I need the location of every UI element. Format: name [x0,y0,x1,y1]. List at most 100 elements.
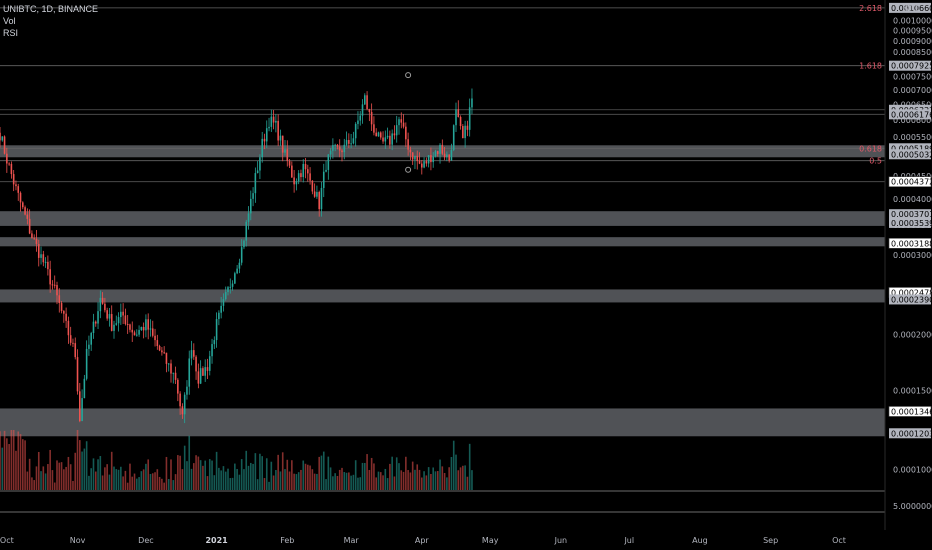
volume-bar [409,472,412,490]
candle-body [238,262,241,269]
candle-body [250,198,252,214]
candle-body [140,326,143,331]
symbol-title: UNIBTC, 1D, BINANCE [3,4,99,14]
volume-bar [44,473,47,490]
volume-bar [370,457,373,490]
candle-body [452,125,455,151]
volume-bar [457,470,460,490]
volume-bar [60,462,63,490]
volume-bar [377,471,380,490]
volume-bar [92,458,95,490]
volume-bar [85,441,88,490]
time-axis[interactable]: Oct Nov Dec 2021 Feb Mar Apr May Jun Jul Aug Sep Oct [0,536,846,545]
volume-bar [31,477,33,490]
volume-bar [389,463,391,490]
volume-bar [329,467,332,490]
candle-body [145,319,147,331]
price-tag-text: 0.00013463 [891,407,932,416]
volume-bar [234,463,236,490]
candle-body [31,233,33,239]
volume-bar [252,463,254,490]
volume-bar [74,452,77,490]
volume-bar [156,469,159,490]
candle-body [471,98,473,108]
support-zone [0,211,885,226]
volume-bar [411,461,414,490]
volume-bar [366,454,368,490]
candle-body [236,268,238,274]
candle-body [69,335,72,343]
volume-bar [106,464,108,490]
volume-label[interactable]: Vol [3,16,16,26]
candle-body [47,261,49,270]
candle-body [286,149,289,161]
support-zone [0,237,885,247]
candle-body [136,334,138,336]
volume-bar [94,471,97,490]
volume-bar [430,473,432,490]
candle-body [379,132,382,138]
candle-body [405,126,407,140]
price-tag: 0.00061767 [889,109,932,120]
candle-body [231,283,234,287]
volume-bar [181,469,184,490]
candle-body [441,144,444,154]
volume-bar [464,465,466,490]
volume-bar [12,430,15,490]
volume-bar [8,443,10,490]
volume-bar [395,457,398,490]
candle-body [234,273,236,284]
volume-bar [459,467,462,490]
candle-body [459,116,462,127]
candle-body [318,192,320,210]
volume-bar [158,476,161,490]
event-marker-icon[interactable] [405,166,412,173]
candle-body [42,254,45,263]
candle-body [320,187,323,210]
fib-label: 1.618 [859,62,882,71]
rsi-label[interactable]: RSI [3,28,19,38]
candle-body [120,311,122,318]
candle-body [450,150,453,161]
candle-body [138,330,140,335]
candle-body [261,138,263,158]
candle-body [389,135,391,145]
candle-body [336,144,339,147]
price-axis-label: 0.00060000 [893,116,932,125]
candle-body [8,163,10,165]
volume-bar [341,467,343,490]
candle-body [163,352,165,354]
volume-bar [436,471,439,490]
time-axis-label: Mar [344,536,360,545]
candle-body [279,135,282,141]
candle-body [35,238,38,244]
time-axis-label: Sep [763,536,778,545]
candle-body [33,238,35,240]
candle-body [202,368,204,376]
price-tag-text: 0.00106606 [891,4,932,13]
candle-body [436,151,439,154]
candle-body [126,324,129,326]
volume-bar [69,464,72,490]
volume-bar [165,456,168,490]
candle-body [92,321,95,334]
time-axis-label: Dec [138,536,153,545]
candle-body [186,386,188,395]
candle-body [215,319,218,341]
candle-body [434,151,437,157]
volume-bar [37,451,40,490]
candle-body [26,214,29,219]
candle-body [40,254,42,258]
candle-body [270,116,273,127]
volume-bar [338,469,341,490]
event-marker-icon[interactable] [405,72,412,79]
volume-bar [151,473,154,490]
volume-bar [3,430,6,490]
volume-bar [206,476,209,490]
volume-bar [245,450,248,490]
volume-bar [179,455,181,490]
time-axis-label: Aug [692,536,708,545]
volume-bar [131,476,134,490]
volume-bar [322,451,325,490]
